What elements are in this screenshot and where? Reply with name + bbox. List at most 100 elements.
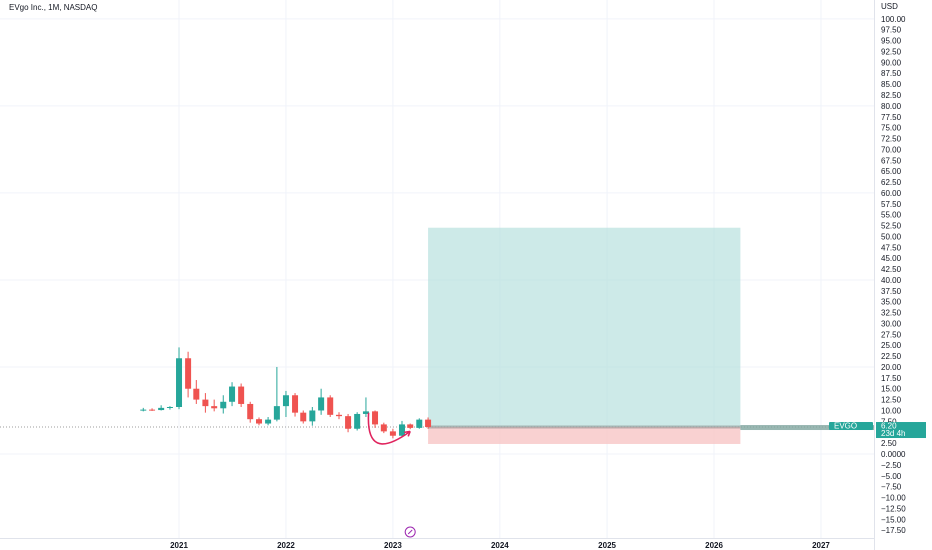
candle-body	[166, 407, 173, 409]
y-tick-label: −17.50	[881, 526, 906, 535]
y-tick-label: −5.00	[881, 472, 902, 481]
y-tick-label: 15.00	[881, 385, 902, 394]
candle-body	[265, 419, 272, 424]
candle-body	[158, 407, 165, 411]
candle-body	[345, 416, 352, 429]
candle-body	[362, 411, 369, 414]
candle-body	[247, 403, 254, 420]
candle-body	[300, 412, 307, 422]
y-tick-label: 35.00	[881, 298, 902, 307]
y-tick-label: 77.50	[881, 113, 902, 122]
y-tick-label: 12.50	[881, 396, 902, 405]
candle-body	[327, 397, 334, 415]
stop-zone[interactable]	[428, 427, 741, 444]
y-tick-label: 55.00	[881, 211, 902, 220]
y-tick-label: 30.00	[881, 319, 902, 328]
y-tick-label: 97.50	[881, 26, 902, 35]
y-tick-label: 25.00	[881, 341, 902, 350]
x-tick-label: 2023	[384, 541, 402, 550]
arrow-head[interactable]	[404, 430, 411, 437]
long-position-tool[interactable]	[428, 227, 874, 444]
y-tick-label: −2.50	[881, 461, 902, 470]
candle-body	[292, 395, 299, 413]
y-tick-label: 80.00	[881, 102, 902, 111]
profit-zone[interactable]	[428, 227, 741, 428]
y-tick-label: −7.50	[881, 483, 902, 492]
y-tick-label: −10.00	[881, 494, 906, 503]
x-tick-label: 2026	[705, 541, 723, 550]
candle-body	[238, 386, 245, 404]
y-tick-label: 22.50	[881, 352, 902, 361]
candle-body	[193, 388, 200, 400]
candle-body	[220, 401, 227, 409]
y-tick-label: 37.50	[881, 287, 902, 296]
candle-body	[202, 399, 209, 407]
x-tick-label: 2021	[170, 541, 188, 550]
last-price-tag	[876, 422, 926, 439]
candle-body	[229, 386, 236, 402]
y-tick-label: 87.50	[881, 69, 902, 78]
y-tick-label: 92.50	[881, 47, 902, 56]
candle-body	[149, 409, 156, 411]
ticker-tag	[829, 422, 873, 431]
y-tick-label: 90.00	[881, 58, 902, 67]
candle-body	[389, 431, 396, 436]
drawn-arrow[interactable]	[367, 412, 411, 445]
candle-body	[211, 406, 218, 409]
y-tick-label: 82.50	[881, 91, 902, 100]
candle-body	[282, 395, 289, 407]
chart-title: EVgo Inc., 1M, NASDAQ	[9, 3, 98, 12]
x-tick-label: 2024	[491, 541, 509, 550]
y-tick-label: −12.50	[881, 504, 906, 513]
bar-countdown: 23d 4h	[881, 429, 905, 438]
candle-body	[273, 406, 280, 420]
y-tick-label: −15.00	[881, 515, 906, 524]
y-tick-label: 40.00	[881, 276, 902, 285]
y-tick-label: 45.00	[881, 254, 902, 263]
candle-body	[318, 397, 325, 411]
candle-body	[398, 424, 405, 436]
candle-body	[309, 410, 316, 422]
y-tick-label: 20.00	[881, 363, 902, 372]
y-tick-label: 65.00	[881, 167, 902, 176]
candle-body	[256, 419, 263, 424]
y-tick-label: 60.00	[881, 189, 902, 198]
y-tick-label: 2.50	[881, 439, 897, 448]
candle-body	[176, 358, 183, 408]
arrow-path[interactable]	[367, 412, 411, 445]
candle-body	[140, 409, 147, 411]
candle-body	[416, 419, 423, 428]
last-price-text: 6.20	[881, 422, 897, 431]
y-tick-label: 7.50	[881, 417, 897, 426]
x-tick-label: 2022	[277, 541, 295, 550]
y-tick-label: 72.50	[881, 135, 902, 144]
y-tick-label: 42.50	[881, 265, 902, 274]
candle-body	[354, 413, 361, 429]
y-tick-label: 67.50	[881, 156, 902, 165]
entry-extension	[740, 425, 874, 431]
y-tick-label: 52.50	[881, 222, 902, 231]
candle-body	[185, 358, 192, 389]
y-tick-label: 0.0000	[881, 450, 906, 459]
y-tick-label: 27.50	[881, 330, 902, 339]
y-tick-label: 50.00	[881, 232, 902, 241]
candle-body	[372, 411, 379, 425]
y-tick-label: 57.50	[881, 200, 902, 209]
y-tick-label: 17.50	[881, 374, 902, 383]
currency-label: USD	[881, 2, 898, 11]
event-marker-glyph	[407, 529, 413, 535]
y-tick-label: 70.00	[881, 145, 902, 154]
y-tick-label: 85.00	[881, 80, 902, 89]
y-tick-label: 62.50	[881, 178, 902, 187]
candles	[140, 347, 432, 439]
y-tick-label: 75.00	[881, 124, 902, 133]
y-tick-label: 100.00	[881, 15, 906, 24]
y-tick-label: 95.00	[881, 37, 902, 46]
candle-body	[425, 419, 432, 428]
candle-body	[407, 424, 414, 428]
y-tick-label: 10.00	[881, 406, 902, 415]
candle-body	[380, 424, 387, 432]
candle-body	[335, 414, 342, 417]
